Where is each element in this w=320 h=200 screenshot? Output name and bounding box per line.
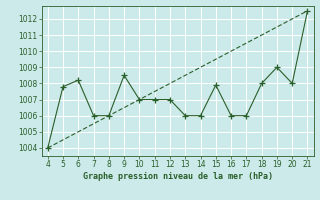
X-axis label: Graphe pression niveau de la mer (hPa): Graphe pression niveau de la mer (hPa) [83,172,273,181]
